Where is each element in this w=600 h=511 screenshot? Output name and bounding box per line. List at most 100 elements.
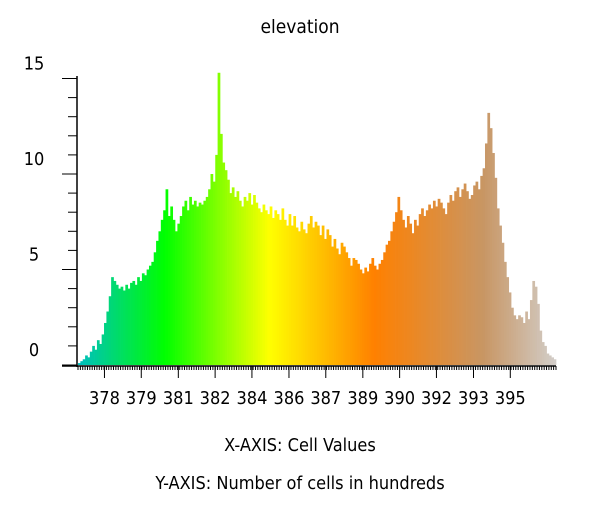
histogram-bar xyxy=(78,363,81,365)
histogram-bar xyxy=(182,206,185,365)
histogram-bar xyxy=(548,355,552,365)
histogram-bar xyxy=(281,208,285,365)
histogram-bar xyxy=(406,216,410,365)
histogram-bar xyxy=(392,221,396,365)
histogram-bar xyxy=(402,219,405,365)
histogram-bar xyxy=(373,265,377,365)
histogram-bar xyxy=(333,238,337,365)
histogram-bar xyxy=(127,288,131,365)
histogram-bar xyxy=(309,216,313,365)
histogram-bar xyxy=(229,193,233,365)
x-tick-label: 378 xyxy=(89,388,120,409)
histogram-bar xyxy=(172,219,176,365)
histogram-bar xyxy=(222,162,226,365)
histogram-bar xyxy=(447,202,450,365)
histogram-bar xyxy=(350,265,353,365)
histogram-bar xyxy=(125,284,129,365)
histogram-bar xyxy=(137,277,140,365)
histogram-bar xyxy=(487,112,491,365)
histogram-bar xyxy=(397,196,401,365)
histogram-bar xyxy=(236,191,240,365)
histogram-bar xyxy=(307,223,311,365)
histogram-bar xyxy=(458,196,462,365)
histogram-bar xyxy=(482,168,486,365)
histogram-bar xyxy=(122,290,126,365)
histogram-bar xyxy=(151,261,155,365)
histogram-bar xyxy=(274,210,278,365)
histogram-bar xyxy=(324,238,327,365)
histogram-bar xyxy=(276,214,280,365)
histogram-bar xyxy=(473,185,476,365)
histogram-bar xyxy=(111,277,114,365)
bars-group xyxy=(78,72,557,366)
histogram-bar xyxy=(321,225,325,365)
histogram-bar xyxy=(80,361,84,365)
histogram-bar xyxy=(387,240,391,365)
histogram-bar xyxy=(435,206,439,365)
histogram-bar xyxy=(156,240,159,365)
histogram-bar xyxy=(288,214,292,365)
histogram-bar xyxy=(231,187,235,365)
histogram-bar xyxy=(421,208,424,365)
histogram-bar xyxy=(494,177,498,365)
histogram-bar xyxy=(343,246,346,365)
histogram-bar xyxy=(260,212,263,365)
histogram-bar xyxy=(499,225,502,365)
histogram-bar xyxy=(210,174,214,365)
histogram-bar xyxy=(477,189,481,365)
histogram-bar xyxy=(418,214,422,365)
histogram-bar xyxy=(101,334,105,365)
histogram-bar xyxy=(331,246,334,365)
histogram-bar xyxy=(163,210,166,365)
x-tick-label: 387 xyxy=(310,388,341,409)
histogram-bar xyxy=(227,179,230,365)
histogram-bar xyxy=(293,216,297,365)
histogram-bar xyxy=(319,235,323,365)
histogram-bar xyxy=(326,229,330,365)
histogram-bar xyxy=(456,187,460,365)
histogram-bar xyxy=(335,248,339,365)
histogram-bar xyxy=(89,351,93,365)
histogram-bar xyxy=(466,191,469,365)
histogram-bar xyxy=(312,227,315,365)
histogram-bar xyxy=(118,288,121,365)
histogram-bar xyxy=(217,72,221,366)
histogram-bar xyxy=(508,292,512,365)
y-tick-label: 10 xyxy=(24,149,45,170)
histogram-bar xyxy=(328,235,332,365)
histogram-bar xyxy=(82,359,86,365)
histogram-bar xyxy=(480,175,483,365)
histogram-bar xyxy=(395,212,398,365)
histogram-bar xyxy=(437,198,441,365)
y-tick-label: 5 xyxy=(29,245,39,266)
histogram-bar xyxy=(305,233,308,365)
histogram-bar xyxy=(205,196,209,365)
histogram-bar xyxy=(541,342,545,365)
histogram-bar xyxy=(115,284,119,365)
histogram-bar xyxy=(238,200,242,365)
histogram-bar xyxy=(113,280,117,365)
histogram-bar xyxy=(520,317,524,365)
histogram-bar xyxy=(219,133,223,365)
histogram-bar xyxy=(383,252,386,365)
histogram-bar xyxy=(269,206,273,365)
histogram-bar xyxy=(430,208,434,365)
histogram-bar xyxy=(241,206,244,365)
histogram-bar xyxy=(177,223,181,365)
histogram-bar xyxy=(522,322,526,365)
histogram-bar xyxy=(253,195,256,365)
histogram-bar xyxy=(399,210,403,365)
histogram-bar xyxy=(352,258,356,365)
histogram-bar xyxy=(198,202,202,365)
x-tick-label: 384 xyxy=(236,388,267,409)
histogram-bar xyxy=(537,303,540,365)
histogram-bar xyxy=(246,200,249,365)
histogram-bar xyxy=(347,258,351,365)
histogram-bar xyxy=(404,227,408,365)
histogram-bar xyxy=(272,217,275,365)
x-tick-label: 392 xyxy=(421,388,452,409)
histogram-bar xyxy=(369,263,372,365)
histogram-bar xyxy=(414,219,417,365)
histogram-bar xyxy=(532,280,536,365)
histogram-bar xyxy=(257,208,261,365)
